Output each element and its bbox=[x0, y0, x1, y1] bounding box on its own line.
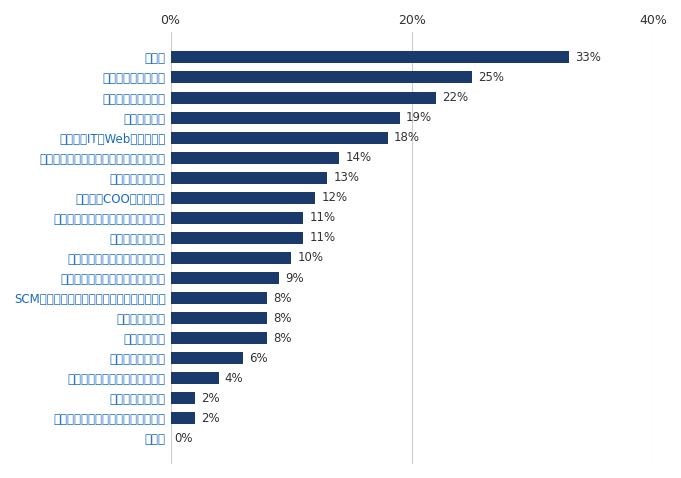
Text: 2%: 2% bbox=[201, 392, 219, 405]
Text: 6%: 6% bbox=[249, 352, 268, 365]
Bar bbox=[170, 192, 315, 204]
Bar bbox=[170, 372, 219, 384]
Bar bbox=[170, 292, 267, 304]
Bar bbox=[170, 232, 303, 244]
Text: 2%: 2% bbox=[201, 412, 219, 425]
Text: 11%: 11% bbox=[309, 211, 336, 224]
Bar bbox=[170, 52, 569, 64]
Bar bbox=[170, 332, 267, 344]
Text: 18%: 18% bbox=[394, 131, 419, 144]
Text: 14%: 14% bbox=[345, 151, 372, 164]
Text: 10%: 10% bbox=[297, 251, 323, 264]
Text: 8%: 8% bbox=[273, 332, 291, 345]
Bar bbox=[170, 212, 303, 224]
Bar bbox=[170, 352, 243, 364]
Text: 0%: 0% bbox=[174, 432, 193, 445]
Bar bbox=[170, 152, 339, 163]
Text: 19%: 19% bbox=[406, 111, 432, 124]
Text: 8%: 8% bbox=[273, 312, 291, 325]
Bar bbox=[170, 272, 279, 284]
Bar bbox=[170, 252, 291, 264]
Text: 11%: 11% bbox=[309, 231, 336, 244]
Text: 33%: 33% bbox=[575, 51, 601, 64]
Bar bbox=[170, 413, 195, 424]
Bar bbox=[170, 172, 328, 184]
Text: 12%: 12% bbox=[321, 191, 347, 204]
Bar bbox=[170, 111, 400, 124]
Bar bbox=[170, 392, 195, 404]
Text: 8%: 8% bbox=[273, 292, 291, 304]
Text: 22%: 22% bbox=[442, 91, 468, 104]
Bar bbox=[170, 71, 472, 84]
Text: 25%: 25% bbox=[478, 71, 504, 84]
Text: 4%: 4% bbox=[225, 372, 243, 385]
Text: 13%: 13% bbox=[334, 171, 360, 184]
Bar bbox=[170, 131, 387, 144]
Text: 9%: 9% bbox=[285, 272, 304, 284]
Bar bbox=[170, 91, 436, 104]
Bar bbox=[170, 312, 267, 324]
